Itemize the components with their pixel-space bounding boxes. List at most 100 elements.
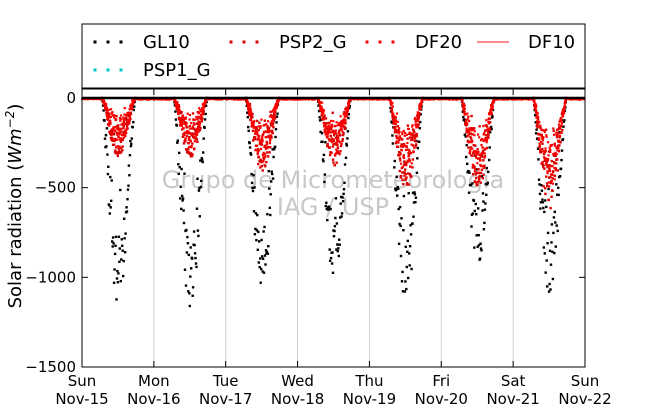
data-point [404,173,407,176]
data-point [558,134,562,137]
data-point [557,123,560,126]
data-point [108,212,111,215]
data-point [395,140,398,143]
data-point [329,139,332,142]
data-point [276,101,279,104]
data-point [265,151,269,154]
data-point [339,115,342,118]
data-point [403,160,406,163]
data-point [115,277,119,280]
data-point [246,111,249,114]
data-point [535,128,538,131]
data-point [121,138,124,142]
legend-swatch [93,68,97,72]
data-point [328,153,332,157]
data-point [536,137,539,140]
data-point [129,140,132,143]
data-point [484,137,487,140]
data-point [329,125,332,128]
data-point [537,115,540,119]
data-point [548,164,551,167]
data-point [405,145,408,149]
data-point [249,110,252,113]
data-point [491,108,494,111]
data-point [326,145,330,148]
data-point [130,106,133,109]
x-tick-label-date: Nov-18 [271,390,324,408]
data-point [248,141,251,145]
data-point [335,222,339,225]
data-point [127,111,130,114]
data-point [115,131,119,134]
data-point [485,166,488,170]
data-point [198,125,201,128]
data-point [466,135,469,138]
data-point [257,162,260,166]
data-point [188,113,191,117]
data-point [341,133,345,137]
data-point [410,143,413,146]
data-point [110,199,113,202]
data-point [260,164,263,168]
data-point [127,120,131,123]
data-point [268,206,271,209]
data-point [322,111,325,114]
data-point [120,118,123,121]
data-point [176,103,179,106]
data-point [275,102,278,105]
data-point [409,151,412,154]
data-point [561,113,564,117]
data-point [187,147,190,151]
data-point [188,124,192,128]
data-point [415,171,419,174]
data-point [471,212,475,215]
data-point [255,130,258,133]
data-point [396,145,400,148]
data-point [412,131,415,134]
data-point [536,124,539,127]
data-point [462,103,465,106]
data-point [113,150,117,153]
data-point [248,146,252,149]
data-point [474,144,477,147]
data-point [120,127,123,130]
data-point [492,99,495,102]
data-point [102,101,106,104]
data-point [543,159,546,162]
data-point [344,110,347,113]
data-point [117,147,120,150]
data-point [126,198,129,201]
data-point [473,170,477,173]
data-point [182,119,185,123]
data-point [105,103,108,106]
data-point [122,124,125,127]
data-point [268,139,272,142]
data-point [465,144,468,147]
data-point [404,245,407,248]
data-point [340,195,343,199]
legend-swatch [255,40,259,44]
data-point [99,98,102,101]
data-point [197,234,200,238]
data-point [112,116,116,119]
data-point [483,132,486,135]
data-point [117,235,121,238]
data-point [420,102,423,105]
data-point [541,137,544,140]
data-point [534,121,537,124]
data-point [269,124,273,127]
data-point [186,130,189,133]
data-point [272,119,276,122]
data-point [413,135,416,139]
data-point [200,109,203,112]
data-point [549,175,552,179]
data-point [328,248,331,251]
data-point [111,236,115,239]
data-point [120,150,123,153]
data-point [273,145,277,148]
data-point [119,279,122,283]
data-point [323,180,326,184]
data-point [398,157,402,160]
data-point [466,118,469,121]
data-point [109,175,112,179]
